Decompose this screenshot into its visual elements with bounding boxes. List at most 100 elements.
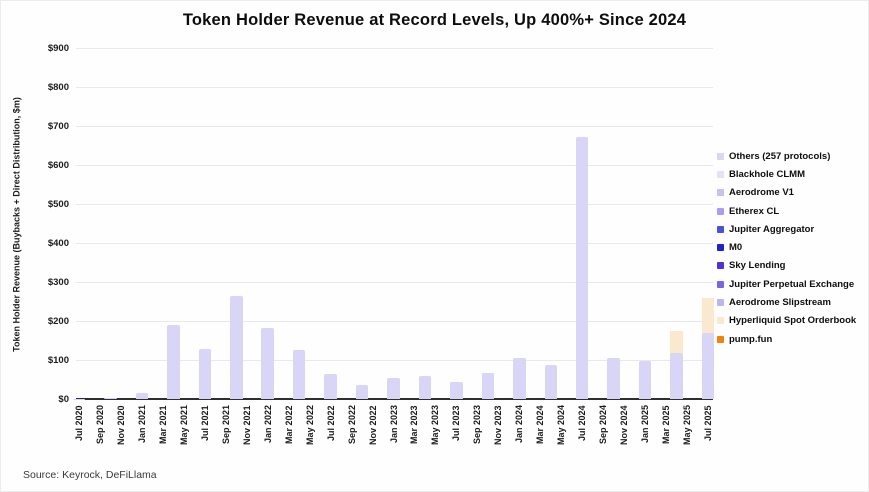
legend-item[interactable]: Etherex CL [717,202,856,220]
bar-segment[interactable] [450,382,463,399]
x-tick-label: Jan 2024 [514,405,525,444]
bar-segment[interactable] [418,375,432,399]
x-tick-label: Nov 2021 [241,405,252,445]
legend-item[interactable]: Aerodrome Slipstream [717,293,856,311]
y-tick-label: $700 [47,120,69,132]
gridline [76,87,713,88]
x-tick-label: May 2024 [556,405,567,446]
legend-label: Jupiter Perpetual Exchange [729,278,855,290]
legend-swatch [717,170,724,178]
source-note: Source: Keyrock, DeFiLlama [23,469,157,481]
y-tick-label: $400 [47,237,69,249]
x-tick-label: Jul 2025 [703,405,713,441]
bar-segment[interactable] [670,352,683,399]
legend-item[interactable]: Blackhole CLMM [717,165,856,183]
legend-label: M0 [729,242,743,254]
legend-label: Aerodrome Slipstream [729,297,831,309]
y-tick-label: $0 [58,393,69,405]
legend-swatch [717,317,724,325]
gridline [76,126,713,127]
x-tick-label: Nov 2023 [493,405,504,445]
bar-segment[interactable] [292,350,306,399]
bar-segment[interactable] [607,357,620,399]
bar-segment[interactable] [481,372,495,399]
y-tick-label: $300 [47,276,69,288]
x-tick-label: Sep 2023 [472,405,483,445]
x-tick-label: May 2023 [430,405,441,446]
x-tick-label: May 2021 [178,405,189,446]
y-tick-label: $600 [47,159,69,171]
bar-segment[interactable] [544,365,557,399]
legend-swatch [717,152,724,160]
x-tick-label: Sep 2022 [346,405,357,445]
legend-swatch [717,280,724,288]
y-tick-label: $500 [47,198,69,210]
legend-item[interactable]: M0 [717,238,856,256]
legend-swatch [717,207,724,215]
x-tick-label: May 2022 [304,405,315,446]
legend-swatch [717,299,724,307]
y-tick-label: $800 [47,81,69,93]
legend-label: Jupiter Aggregator [729,223,815,235]
gridline [76,48,713,49]
gridline [76,321,713,322]
gridline [76,243,713,244]
x-tick-label: Sep 2024 [598,405,609,445]
bar-segment[interactable] [387,377,400,399]
gridline [76,282,713,283]
bar-segment[interactable] [513,357,526,399]
x-tick-label: Jan 2023 [388,405,399,444]
x-tick-label: Jul 2024 [577,405,588,441]
x-tick-label: Jan 2025 [640,405,651,444]
legend-label: Blackhole CLMM [729,168,806,180]
chart-title: Token Holder Revenue at Record Levels, U… [182,11,687,29]
x-tick-label: Jan 2021 [136,405,147,444]
bar-segment[interactable] [638,360,652,399]
legend-swatch [717,225,724,233]
bar-segment[interactable] [355,385,369,399]
y-tick-label: $100 [47,354,69,366]
legend-item[interactable]: Aerodrome V1 [717,184,856,202]
legend-label: pump.fun [729,333,773,345]
legend-item[interactable]: Jupiter Perpetual Exchange [717,275,856,293]
x-tick-label: Mar 2022 [283,405,294,444]
x-tick-label: Mar 2025 [661,405,672,444]
bar-segment[interactable] [261,327,274,399]
x-tick-label: Jul 2022 [325,405,336,441]
x-tick-label: Mar 2023 [409,405,420,444]
legend-item[interactable]: Hyperliquid Spot Orderbook [717,312,856,330]
x-tick-label: Sep 2020 [94,405,105,445]
gridline [76,360,713,361]
legend-item[interactable]: Others (257 protocols) [717,147,856,165]
bar-segment[interactable] [198,349,212,399]
legend-label: Sky Lending [729,260,786,272]
bar-segment[interactable] [104,397,117,399]
bar-segment[interactable] [701,332,715,399]
x-tick-label: Sep 2021 [220,405,231,445]
x-tick-label: May 2025 [682,405,693,446]
chart-legend: Others (257 protocols) Blackhole CLMM Aero… [717,147,856,348]
legend-item[interactable]: Jupiter Aggregator [717,220,856,238]
legend-item[interactable]: pump.fun [717,330,856,348]
bar-segment[interactable] [324,373,337,399]
bar-segment[interactable] [72,398,86,400]
legend-label: Aerodrome V1 [729,187,794,199]
legend-swatch [717,244,724,252]
bar-segment[interactable] [230,295,243,399]
bar-segment[interactable] [575,136,589,399]
legend-swatch [717,189,724,197]
x-tick-label: Mar 2024 [535,405,546,444]
legend-swatch [717,335,724,343]
x-tick-label: Nov 2022 [367,405,378,445]
gridline [76,204,713,205]
bar-segment[interactable] [135,393,149,399]
legend-label: Etherex CL [729,205,780,217]
gridline [76,165,713,166]
legend-label: Others (257 protocols) [729,150,831,162]
x-tick-label: Nov 2020 [115,405,126,445]
legend-label: Hyperliquid Spot Orderbook [729,315,857,327]
legend-item[interactable]: Sky Lending [717,257,856,275]
bar-segment[interactable] [167,324,180,399]
x-tick-label: Jul 2020 [74,405,84,441]
